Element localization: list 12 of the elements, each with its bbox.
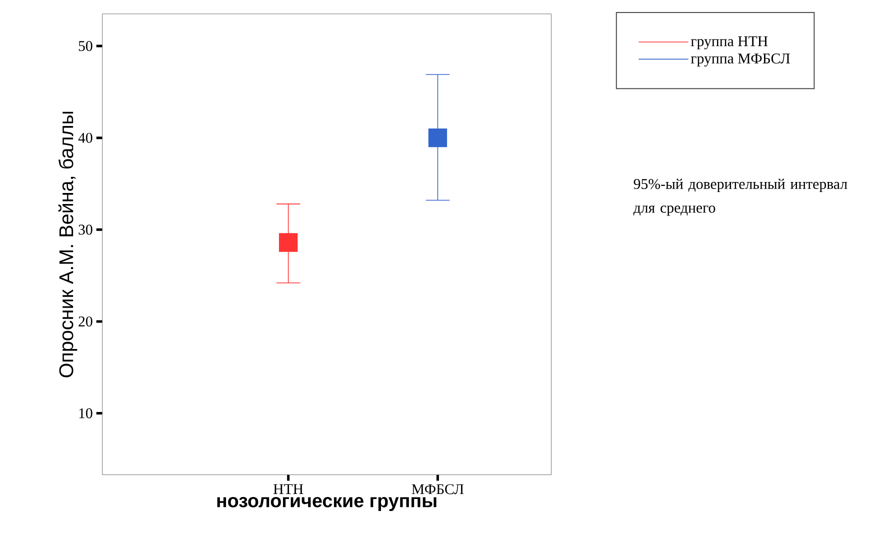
y-tick-label: 20 [78,316,92,326]
x-tick-label: НТН [274,484,304,494]
y-axis-title: Опросник А.М. Вейна, баллы [58,112,78,378]
legend-label: группа НТН [690,36,768,50]
y-tick-label: 40 [78,132,92,143]
y-tick-label: 50 [78,40,92,51]
x-tick-label: МФБСЛ [412,484,464,494]
y-tick-label: 10 [79,408,92,418]
x-axis-title: нозологические группы [217,496,436,511]
y-tick-label: 30 [78,224,92,235]
legend-label: группа МФБСЛ [690,53,790,66]
text: 95%-ый доверительный интервал для среднего [633,178,848,216]
